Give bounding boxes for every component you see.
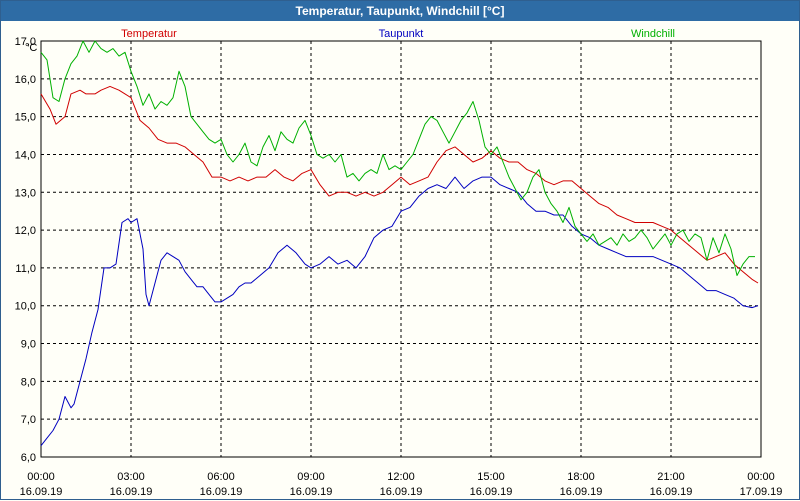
x-tick-date-label: 16.09.19 bbox=[20, 486, 63, 498]
series-line-temperatur bbox=[40, 85, 759, 284]
y-tick-label: 8,0 bbox=[21, 376, 36, 388]
x-tick-date-label: 16.09.19 bbox=[200, 486, 243, 498]
x-tick-time-label: 00:00 bbox=[747, 471, 775, 483]
x-tick-time-label: 15:00 bbox=[477, 471, 505, 483]
x-tick-time-label: 21:00 bbox=[657, 471, 685, 483]
x-tick-date-label: 16.09.19 bbox=[470, 486, 513, 498]
x-tick-date-label: 16.09.19 bbox=[290, 486, 333, 498]
legend-taupunkt: Taupunkt bbox=[379, 28, 424, 40]
y-tick-label: 9,0 bbox=[21, 339, 36, 351]
y-tick-label: 7,0 bbox=[21, 414, 36, 426]
series-line-windchill bbox=[40, 40, 755, 276]
plot-border bbox=[40, 40, 762, 458]
legend-windchill: Windchill bbox=[631, 28, 675, 40]
y-tick-label: 11,0 bbox=[15, 263, 36, 275]
y-tick-label: 12,0 bbox=[15, 225, 36, 237]
y-tick-label: 6,0 bbox=[21, 452, 36, 464]
legend-temperatur: Temperatur bbox=[121, 28, 177, 40]
x-tick-time-label: 06:00 bbox=[207, 471, 235, 483]
y-tick-label: 17,0 bbox=[15, 36, 36, 48]
series-line-taupunkt bbox=[40, 176, 759, 447]
x-tick-date-label: 16.09.19 bbox=[110, 486, 153, 498]
x-tick-time-label: 12:00 bbox=[387, 471, 415, 483]
chart-title: Temperatur, Taupunkt, Windchill [°C] bbox=[1, 1, 799, 21]
y-tick-label: 16,0 bbox=[15, 74, 36, 86]
x-tick-time-label: 09:00 bbox=[297, 471, 325, 483]
y-tick-label: 14,0 bbox=[15, 149, 36, 161]
x-tick-time-label: 18:00 bbox=[567, 471, 595, 483]
y-unit-label: °C bbox=[25, 42, 37, 54]
y-tick-label: 10,0 bbox=[15, 301, 36, 313]
x-tick-date-label: 16.09.19 bbox=[380, 486, 423, 498]
y-tick-label: 15,0 bbox=[15, 112, 36, 124]
y-tick-label: 13,0 bbox=[15, 187, 36, 199]
x-tick-date-label: 17.09.19 bbox=[740, 486, 783, 498]
x-tick-date-label: 16.09.19 bbox=[560, 486, 603, 498]
x-tick-time-label: 00:00 bbox=[27, 471, 55, 483]
x-tick-time-label: 03:00 bbox=[117, 471, 145, 483]
x-tick-date-label: 16.09.19 bbox=[650, 486, 693, 498]
